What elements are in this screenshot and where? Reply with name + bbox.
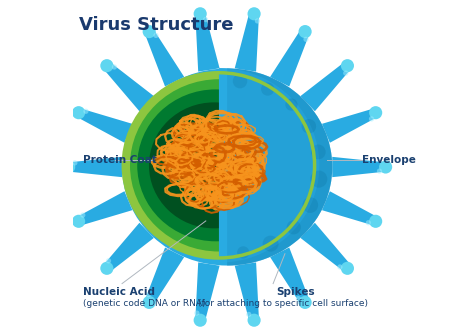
Text: Virus Structure: Virus Structure [79, 16, 234, 34]
Polygon shape [235, 263, 259, 321]
Circle shape [62, 160, 75, 174]
Ellipse shape [122, 68, 332, 266]
Circle shape [100, 262, 113, 275]
Polygon shape [145, 247, 184, 305]
Circle shape [302, 197, 318, 213]
Circle shape [100, 59, 113, 72]
Circle shape [233, 74, 247, 89]
Polygon shape [270, 247, 310, 305]
Circle shape [301, 119, 316, 134]
Circle shape [379, 160, 392, 174]
Circle shape [255, 18, 260, 24]
Circle shape [193, 7, 207, 20]
Circle shape [299, 25, 312, 38]
Text: (genetic code DNA or RNA): (genetic code DNA or RNA) [82, 299, 205, 308]
Circle shape [237, 246, 249, 259]
Circle shape [366, 220, 371, 225]
Polygon shape [235, 13, 259, 71]
Circle shape [203, 17, 208, 22]
Polygon shape [227, 68, 332, 266]
Circle shape [143, 296, 156, 309]
Circle shape [299, 296, 312, 309]
Circle shape [341, 59, 354, 72]
Circle shape [310, 171, 327, 188]
Circle shape [143, 25, 156, 38]
Circle shape [287, 220, 301, 234]
Circle shape [247, 7, 261, 20]
Circle shape [233, 74, 247, 89]
Polygon shape [301, 62, 351, 111]
Circle shape [303, 37, 309, 42]
Text: (for attaching to specific cell surface): (for attaching to specific cell surface) [198, 299, 367, 308]
Circle shape [310, 171, 327, 188]
Circle shape [302, 197, 318, 213]
Circle shape [263, 235, 279, 252]
Circle shape [369, 106, 382, 119]
Circle shape [154, 33, 159, 38]
Circle shape [301, 119, 316, 134]
Polygon shape [145, 29, 184, 87]
Text: Protein Coat: Protein Coat [82, 155, 156, 165]
Polygon shape [270, 29, 310, 87]
Polygon shape [77, 109, 132, 143]
Circle shape [261, 82, 274, 96]
Circle shape [285, 99, 298, 111]
Circle shape [106, 258, 111, 264]
Ellipse shape [123, 73, 315, 258]
Circle shape [296, 296, 301, 301]
Circle shape [72, 215, 85, 228]
Circle shape [369, 215, 382, 228]
Circle shape [80, 212, 85, 218]
Polygon shape [227, 68, 332, 266]
Polygon shape [69, 157, 122, 177]
Polygon shape [322, 191, 377, 225]
Circle shape [237, 246, 249, 259]
Circle shape [377, 168, 382, 174]
Circle shape [247, 314, 261, 327]
Polygon shape [104, 223, 154, 272]
Ellipse shape [137, 90, 294, 241]
Polygon shape [77, 191, 132, 225]
Circle shape [112, 64, 117, 70]
Circle shape [341, 262, 354, 275]
Circle shape [246, 312, 251, 317]
Text: Envelope: Envelope [362, 155, 416, 165]
Polygon shape [332, 157, 386, 177]
Circle shape [72, 106, 85, 119]
Text: Nucleic Acid: Nucleic Acid [82, 287, 155, 297]
Text: Spikes: Spikes [276, 287, 315, 297]
Circle shape [263, 235, 279, 252]
Circle shape [261, 82, 274, 96]
Polygon shape [195, 263, 219, 321]
Circle shape [287, 220, 301, 234]
Circle shape [343, 70, 348, 76]
Polygon shape [301, 223, 351, 272]
Circle shape [311, 145, 326, 159]
Polygon shape [195, 13, 219, 71]
Circle shape [285, 99, 298, 111]
Circle shape [337, 264, 343, 270]
Polygon shape [219, 68, 319, 263]
Ellipse shape [130, 79, 308, 252]
Circle shape [311, 145, 326, 159]
Circle shape [146, 292, 151, 297]
Circle shape [193, 314, 207, 327]
Polygon shape [322, 109, 377, 143]
Ellipse shape [149, 103, 279, 228]
Circle shape [83, 109, 89, 114]
Circle shape [72, 160, 77, 166]
Circle shape [194, 310, 200, 316]
Polygon shape [104, 62, 154, 111]
Circle shape [369, 116, 374, 122]
